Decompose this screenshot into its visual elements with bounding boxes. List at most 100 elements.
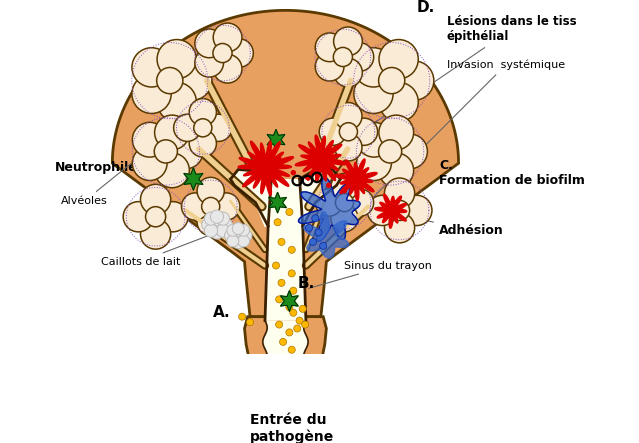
Circle shape	[315, 189, 343, 216]
Circle shape	[339, 123, 357, 141]
Text: A.: A.	[213, 305, 231, 320]
Circle shape	[272, 262, 279, 269]
Circle shape	[378, 67, 404, 93]
Circle shape	[157, 39, 196, 79]
Circle shape	[155, 153, 189, 188]
Circle shape	[224, 39, 253, 67]
Circle shape	[331, 205, 358, 232]
Polygon shape	[245, 317, 327, 395]
Circle shape	[155, 115, 189, 150]
Polygon shape	[184, 168, 203, 190]
Circle shape	[219, 218, 232, 231]
Circle shape	[157, 82, 196, 122]
Circle shape	[238, 313, 246, 320]
Text: Alvéoles: Alvéoles	[61, 129, 173, 206]
Circle shape	[286, 329, 293, 336]
Circle shape	[289, 309, 297, 316]
Polygon shape	[295, 135, 347, 183]
Circle shape	[277, 355, 284, 362]
Circle shape	[287, 378, 294, 385]
Circle shape	[288, 270, 295, 277]
Circle shape	[278, 238, 285, 245]
Circle shape	[275, 321, 282, 328]
Circle shape	[202, 198, 220, 216]
Circle shape	[189, 130, 217, 157]
Circle shape	[402, 195, 432, 225]
Circle shape	[289, 287, 297, 294]
Circle shape	[278, 392, 285, 399]
Circle shape	[334, 58, 362, 87]
Circle shape	[379, 82, 419, 122]
Circle shape	[320, 242, 327, 249]
Circle shape	[385, 213, 415, 243]
Circle shape	[154, 140, 178, 163]
Circle shape	[286, 304, 293, 311]
Circle shape	[210, 218, 224, 231]
Circle shape	[189, 99, 217, 126]
Circle shape	[197, 209, 224, 236]
Circle shape	[224, 229, 236, 241]
Circle shape	[378, 140, 402, 163]
Circle shape	[233, 222, 244, 234]
Polygon shape	[374, 194, 406, 228]
Text: Lésions dans le tiss
épithélial: Lésions dans le tiss épithélial	[323, 15, 576, 158]
Circle shape	[202, 218, 215, 231]
Circle shape	[315, 229, 322, 236]
Circle shape	[342, 188, 347, 194]
Polygon shape	[263, 321, 308, 392]
Circle shape	[277, 156, 282, 162]
Polygon shape	[112, 10, 459, 317]
Polygon shape	[269, 192, 286, 213]
Polygon shape	[335, 159, 377, 201]
Circle shape	[354, 74, 393, 113]
Circle shape	[357, 122, 391, 157]
Circle shape	[158, 202, 188, 232]
Circle shape	[146, 207, 166, 227]
Circle shape	[312, 215, 319, 222]
Circle shape	[335, 194, 353, 212]
Circle shape	[274, 219, 281, 226]
Circle shape	[296, 317, 303, 324]
Text: Caillots de lait: Caillots de lait	[100, 230, 222, 267]
Circle shape	[379, 39, 419, 79]
Polygon shape	[238, 141, 293, 195]
Circle shape	[204, 212, 218, 225]
Circle shape	[205, 114, 232, 141]
Circle shape	[302, 321, 309, 328]
Polygon shape	[298, 177, 360, 241]
Polygon shape	[265, 179, 306, 321]
Circle shape	[168, 134, 203, 169]
Circle shape	[217, 224, 229, 237]
Circle shape	[217, 212, 229, 225]
Text: B.: B.	[297, 276, 314, 291]
Circle shape	[335, 134, 362, 161]
Circle shape	[394, 61, 434, 100]
Polygon shape	[300, 170, 339, 226]
Circle shape	[288, 346, 295, 353]
Circle shape	[390, 200, 410, 221]
Circle shape	[233, 237, 244, 249]
Circle shape	[132, 48, 171, 87]
Circle shape	[326, 183, 332, 188]
Circle shape	[354, 48, 393, 87]
Circle shape	[210, 210, 224, 223]
Circle shape	[157, 67, 183, 93]
Circle shape	[315, 52, 344, 81]
Circle shape	[204, 224, 218, 237]
Circle shape	[197, 177, 224, 205]
Text: Invasion  systémique: Invasion systémique	[374, 60, 565, 197]
Circle shape	[346, 189, 374, 216]
Circle shape	[141, 184, 171, 214]
Circle shape	[275, 296, 282, 303]
Circle shape	[213, 23, 242, 52]
Circle shape	[141, 219, 171, 249]
Circle shape	[123, 202, 153, 232]
Circle shape	[334, 47, 353, 66]
Text: Adhésion: Adhésion	[363, 207, 504, 237]
Polygon shape	[267, 129, 285, 150]
Circle shape	[294, 325, 301, 332]
Circle shape	[213, 43, 232, 62]
Circle shape	[279, 387, 287, 394]
Circle shape	[227, 224, 239, 236]
Circle shape	[247, 319, 254, 326]
